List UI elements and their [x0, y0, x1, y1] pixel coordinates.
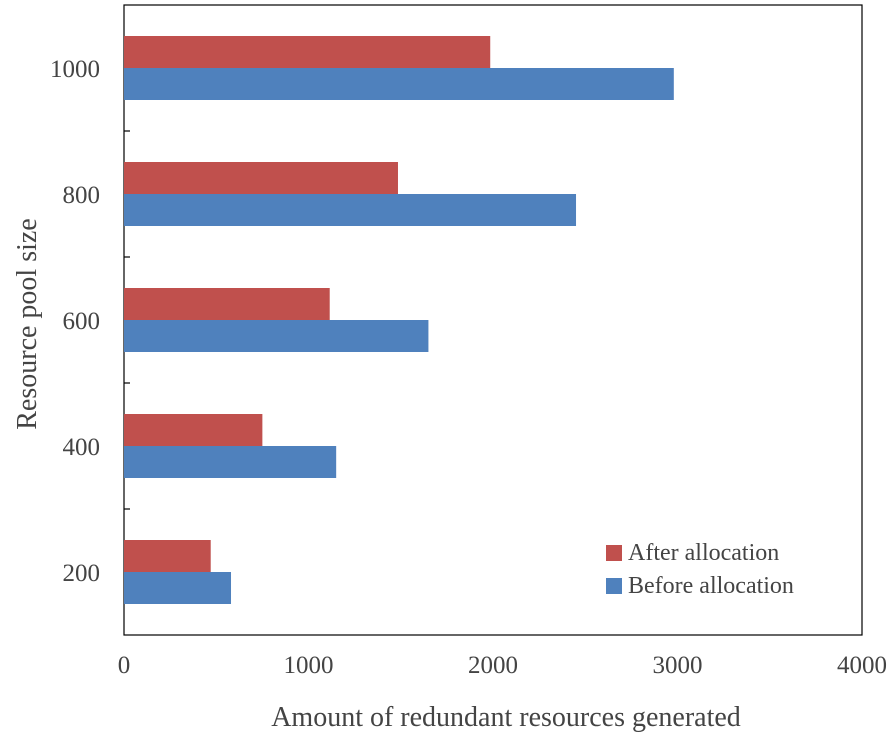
x-tick-label: 3000	[653, 652, 703, 679]
x-tick-labels: 0 1000 2000 3000 4000	[118, 652, 887, 679]
x-tick-label: 4000	[837, 652, 887, 679]
bar-before-1000	[124, 68, 674, 100]
x-tick-label: 2000	[468, 652, 518, 679]
bar-after-200	[124, 540, 211, 572]
y-tick-label: 800	[63, 182, 101, 209]
y-tick-label: 1000	[50, 56, 100, 83]
x-axis-title: Amount of redundant resources generated	[271, 702, 741, 733]
bar-before-200	[124, 572, 232, 604]
legend-swatch	[606, 545, 622, 561]
legend: After allocation Before allocation	[606, 540, 794, 599]
bar-after-800	[124, 162, 398, 194]
bars-group	[124, 36, 674, 604]
bar-before-600	[124, 320, 429, 352]
bar-after-1000	[124, 36, 491, 68]
y-tick-label: 200	[63, 560, 101, 587]
legend-label: Before allocation	[628, 573, 794, 599]
bar-before-400	[124, 446, 337, 478]
y-tick-marks	[124, 130, 130, 510]
y-tick-label: 600	[63, 308, 101, 335]
y-tick-label: 400	[63, 434, 101, 461]
bar-after-400	[124, 414, 263, 446]
x-tick-label: 0	[118, 652, 131, 679]
x-tick-label: 1000	[284, 652, 334, 679]
legend-swatch	[606, 578, 622, 594]
bar-after-600	[124, 288, 330, 320]
y-tick-labels: 200 400 600 800 1000	[50, 56, 100, 587]
y-axis-title: Resource pool size	[12, 218, 43, 430]
bar-before-800	[124, 194, 577, 226]
legend-label: After allocation	[628, 540, 779, 566]
